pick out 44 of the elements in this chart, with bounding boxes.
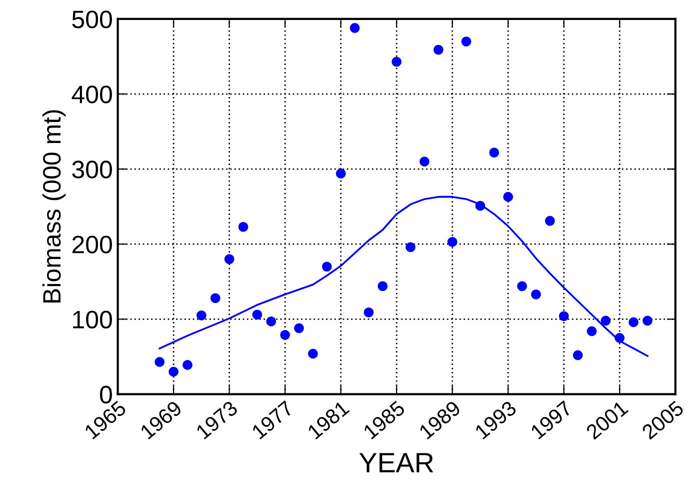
point xyxy=(461,36,472,46)
point xyxy=(475,200,486,211)
point xyxy=(392,56,402,67)
point xyxy=(210,293,220,304)
point xyxy=(434,44,444,55)
point xyxy=(503,192,514,202)
point xyxy=(308,348,318,359)
point xyxy=(154,357,165,367)
y-tick-label: 400 xyxy=(72,86,112,104)
point xyxy=(336,168,346,178)
point xyxy=(586,326,597,336)
point xyxy=(517,281,527,292)
point xyxy=(322,262,332,272)
line-series xyxy=(158,196,648,357)
point xyxy=(545,216,555,226)
point xyxy=(238,222,248,232)
point xyxy=(600,316,611,326)
x-axis-title: YEAR xyxy=(359,453,434,472)
point xyxy=(224,254,234,264)
point xyxy=(614,333,625,343)
point xyxy=(489,148,500,158)
point xyxy=(447,236,458,247)
point xyxy=(266,316,276,326)
point xyxy=(168,366,178,377)
point xyxy=(182,360,192,370)
point xyxy=(378,281,388,292)
point xyxy=(628,317,638,328)
y-tick-label: 100 xyxy=(73,310,112,328)
y-tick-label: 300 xyxy=(72,160,112,178)
point xyxy=(406,242,416,252)
point xyxy=(294,323,304,334)
point xyxy=(642,316,652,326)
point xyxy=(531,289,541,300)
point xyxy=(558,311,569,322)
point xyxy=(280,330,290,340)
y-tick-label: 200 xyxy=(72,236,112,254)
point xyxy=(420,156,430,166)
point xyxy=(252,310,262,320)
point xyxy=(364,307,374,318)
y-tick-label: 500 xyxy=(72,10,112,28)
y-axis-title: Biomass (000 mt) xyxy=(42,110,66,302)
point xyxy=(350,23,360,33)
point xyxy=(196,310,206,320)
point xyxy=(572,350,583,360)
